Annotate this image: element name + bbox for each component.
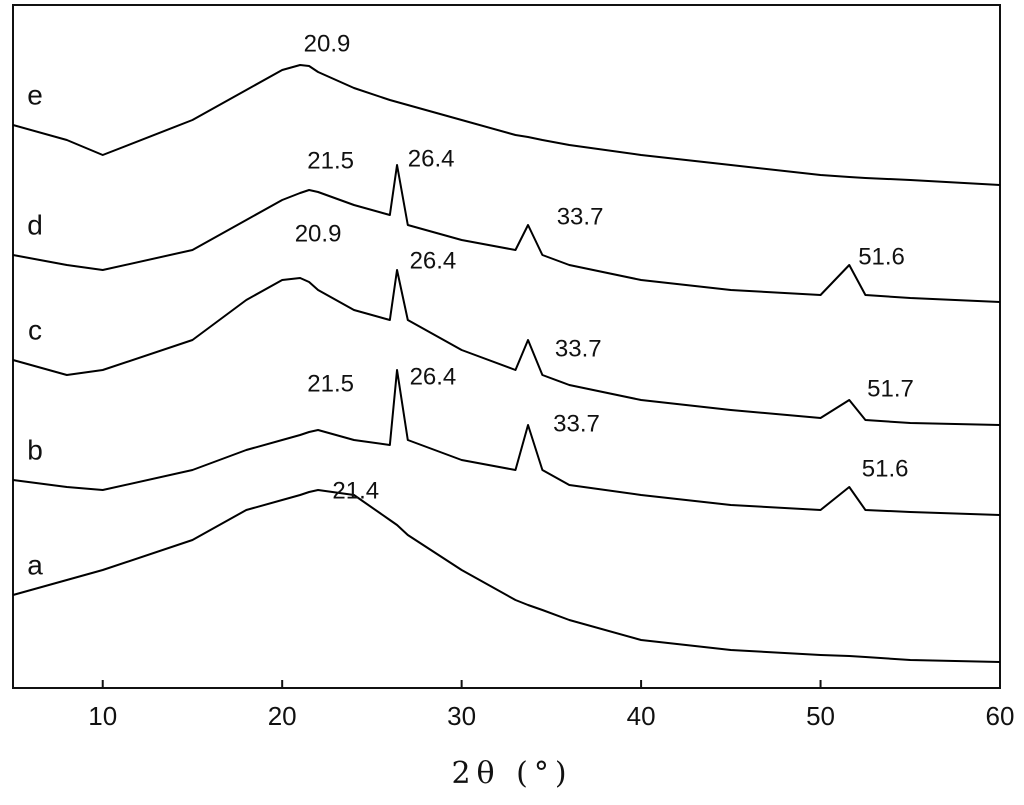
peak-label: 33.7 [555,335,602,362]
x-tick-label: 40 [627,701,656,731]
series-label: c [28,314,42,345]
peak-label: 33.7 [553,410,600,437]
peak-label: 20.9 [295,220,342,247]
series-line [12,269,1001,426]
plot-frame [12,4,1001,689]
series-line [12,489,1001,663]
peak-label: 51.6 [858,243,905,270]
series-label: b [27,434,43,465]
peak-label: 21.5 [307,147,354,174]
x-axis-label: 2θ (°) [451,756,572,791]
peak-label: 21.5 [307,370,354,397]
peak-label: 26.4 [410,247,457,274]
peak-label: 51.6 [862,455,909,482]
x-tick-label: 20 [268,701,297,731]
peak-label: 21.4 [332,477,379,504]
peak-label: 33.7 [557,203,604,230]
series-label: a [27,549,43,580]
peak-label: 20.9 [304,30,351,57]
series-line [12,164,1001,303]
series-line [12,369,1001,516]
series-line [12,64,1001,186]
x-tick-label: 30 [447,701,476,731]
series-label: d [27,209,43,240]
peak-label: 51.7 [867,375,914,402]
x-tick-label: 60 [986,701,1015,731]
series-label: e [27,79,43,110]
x-tick-label: 50 [806,701,835,731]
peak-label: 26.4 [408,145,455,172]
x-tick-label: 10 [88,701,117,731]
peak-label: 26.4 [410,363,457,390]
